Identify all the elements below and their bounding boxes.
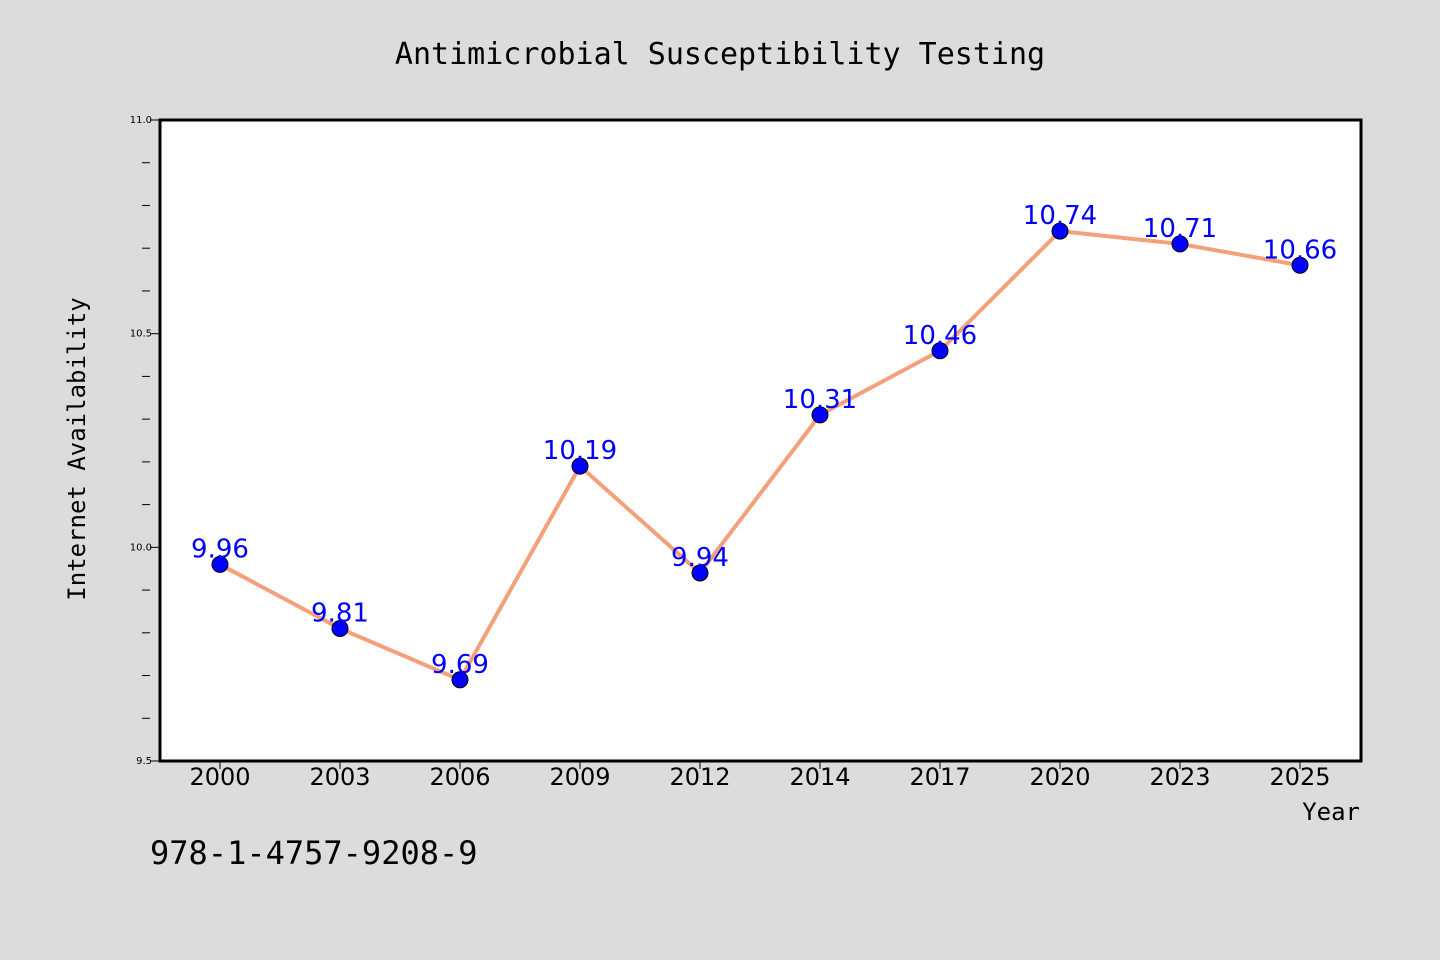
- data-label: 9.94: [671, 543, 729, 573]
- isbn-label: 978-1-4757-9208-9: [150, 834, 478, 872]
- data-point: [691, 564, 709, 582]
- data-point: [211, 555, 229, 573]
- data-label: 9.81: [311, 599, 369, 629]
- data-label: 10.31: [783, 385, 857, 415]
- y-tick-label: 10.0: [130, 542, 152, 553]
- x-tick-label: 2003: [309, 763, 370, 791]
- x-tick-label: 2012: [669, 763, 730, 791]
- chart-title: Antimicrobial Susceptibility Testing: [395, 37, 1045, 72]
- data-label: 10.19: [543, 436, 617, 466]
- data-point: [1171, 235, 1189, 253]
- data-label: 10.66: [1263, 235, 1337, 265]
- data-point: [571, 457, 589, 475]
- data-point: [811, 406, 829, 424]
- x-tick-label: 2009: [549, 763, 610, 791]
- data-label: 9.69: [431, 650, 489, 680]
- x-tick-label: 2025: [1269, 763, 1330, 791]
- plot-area: [158, 118, 1363, 763]
- data-label: 10.71: [1143, 214, 1217, 244]
- x-tick-label: 2023: [1149, 763, 1210, 791]
- x-tick-label: 2000: [189, 763, 250, 791]
- y-tick-label: 10.5: [130, 329, 152, 340]
- data-point: [451, 671, 469, 689]
- y-axis: 9.5 10.0 10.5 11.0: [130, 115, 160, 767]
- y-axis-label: Internet Availability: [63, 297, 91, 600]
- data-label: 10.74: [1023, 201, 1097, 231]
- series-line: [219, 229, 1301, 682]
- x-tick-label: 2006: [429, 763, 490, 791]
- data-point: [331, 620, 349, 638]
- x-tick-label: 2014: [789, 763, 850, 791]
- data-label: 10.46: [903, 321, 977, 351]
- data-point: [931, 342, 949, 360]
- x-tick-label: 2020: [1029, 763, 1090, 791]
- y-tick-label: 11.0: [130, 115, 152, 126]
- x-tick-label: 2017: [909, 763, 970, 791]
- x-axis: 2000 2003 2006 2009 2012 2014 2017 2020 2023 2025: [189, 761, 1331, 791]
- x-axis-label: Year: [1302, 798, 1360, 826]
- y-tick-label: 9.5: [136, 756, 152, 767]
- data-point: [1051, 222, 1069, 240]
- series-group: 9.96 9.81 9.69 10.19 9.94 10.31 10.46 10.74 10.7…: [191, 201, 1337, 689]
- data-label: 9.96: [191, 534, 249, 564]
- data-point: [1291, 256, 1309, 274]
